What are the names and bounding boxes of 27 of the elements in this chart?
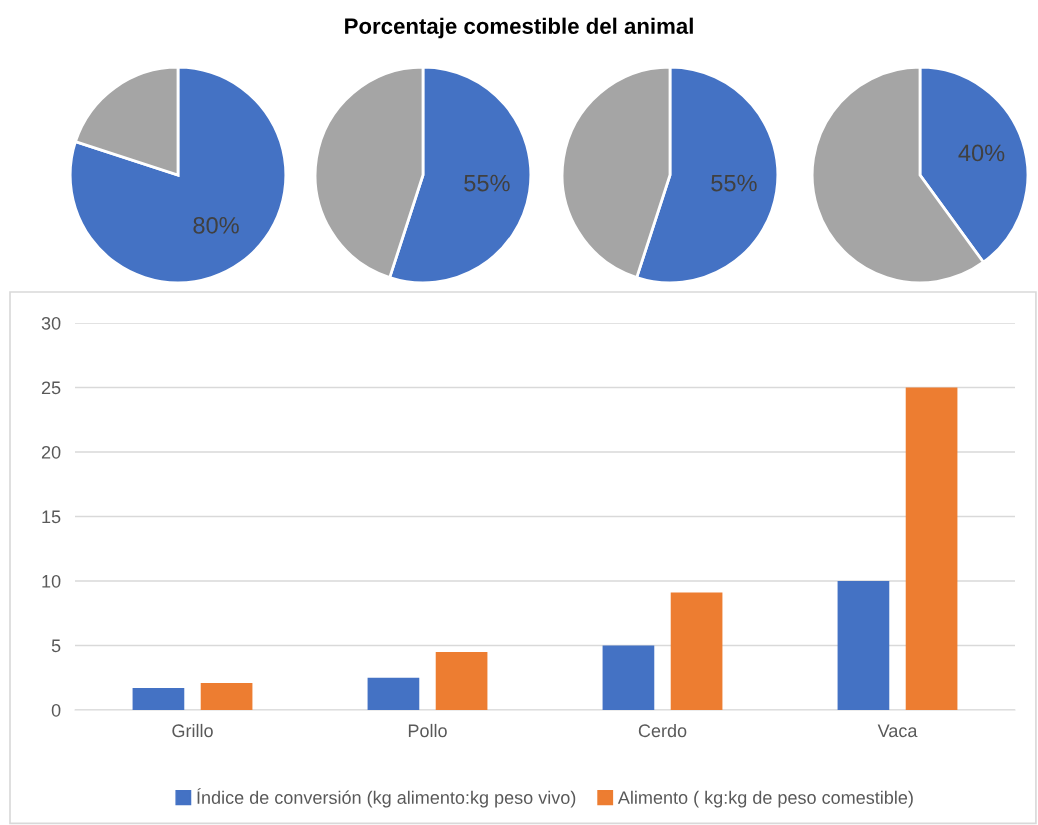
data-label: 80% — [193, 216, 239, 234]
data-label: 40% — [958, 144, 1005, 162]
x-tick-label: Vaca — [877, 724, 918, 738]
y-tick-label: 0 — [51, 703, 61, 717]
legend-label: Índice de conversión (kg alimento:kg peso vivo) — [197, 788, 576, 808]
text: Porcentaje comestible del animal — [345, 17, 693, 39]
y-tick-label: 10 — [42, 574, 61, 588]
pie-slice — [68, 65, 288, 285]
data-label: 55% — [464, 174, 510, 192]
bar — [200, 682, 253, 710]
bar — [905, 387, 958, 710]
x-tick-label: Cerdo — [638, 723, 687, 738]
y-tick-label: 5 — [51, 639, 61, 653]
bar — [435, 651, 488, 710]
bar — [367, 677, 420, 710]
y-tick-label: 15 — [42, 510, 61, 524]
x-tick-label: Pollo — [408, 723, 447, 738]
legend-label: Alimento ( kg:kg de peso comestible) — [617, 790, 913, 808]
bar — [670, 592, 723, 710]
bar — [132, 688, 185, 710]
y-tick-label: 20 — [41, 445, 61, 459]
y-tick-label: 25 — [41, 381, 61, 395]
bar — [602, 645, 655, 710]
y-tick-label: 30 — [41, 316, 61, 330]
data-label: 55% — [711, 174, 757, 192]
x-tick-label: Grillo — [172, 723, 213, 738]
bar — [837, 581, 890, 710]
